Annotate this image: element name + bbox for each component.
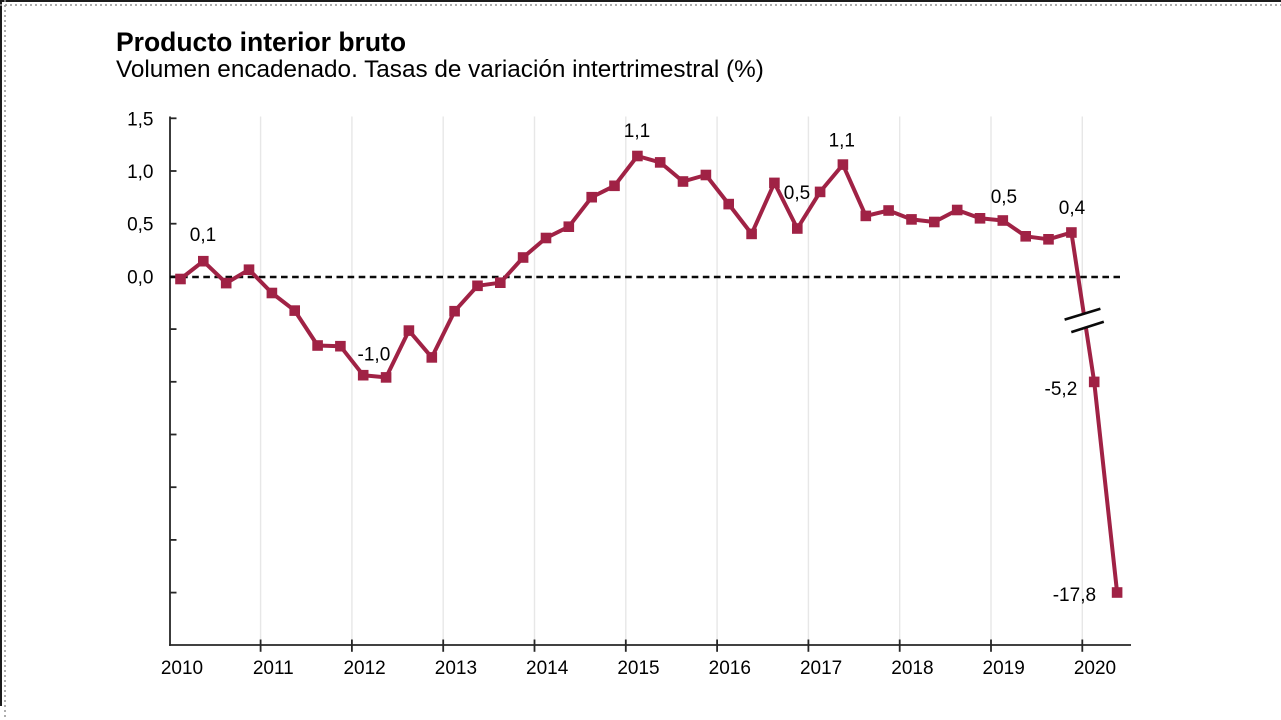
- svg-text:1,0: 1,0: [127, 162, 153, 183]
- svg-text:2012: 2012: [343, 658, 385, 679]
- svg-text:0,4: 0,4: [1059, 198, 1086, 219]
- svg-text:1,1: 1,1: [829, 131, 855, 152]
- svg-text:0,1: 0,1: [190, 225, 216, 246]
- svg-text:0,5: 0,5: [991, 187, 1017, 208]
- svg-text:0,5: 0,5: [127, 215, 153, 236]
- svg-text:2015: 2015: [617, 658, 659, 679]
- svg-text:2014: 2014: [526, 658, 569, 679]
- svg-text:2018: 2018: [891, 658, 933, 679]
- svg-text:2020: 2020: [1074, 658, 1116, 679]
- svg-text:-5,2: -5,2: [1045, 379, 1078, 400]
- svg-text:1,5: 1,5: [127, 109, 153, 130]
- svg-text:2016: 2016: [709, 658, 751, 679]
- svg-text:2013: 2013: [435, 658, 477, 679]
- svg-text:2010: 2010: [161, 658, 203, 679]
- svg-text:2011: 2011: [253, 658, 294, 679]
- svg-text:1,1: 1,1: [624, 121, 650, 142]
- svg-text:0,5: 0,5: [784, 183, 810, 204]
- svg-text:-1,0: -1,0: [358, 344, 391, 365]
- svg-text:2017: 2017: [800, 658, 842, 679]
- svg-text:0,0: 0,0: [127, 267, 153, 288]
- svg-text:2019: 2019: [983, 658, 1025, 679]
- svg-text:-17,8: -17,8: [1053, 585, 1096, 606]
